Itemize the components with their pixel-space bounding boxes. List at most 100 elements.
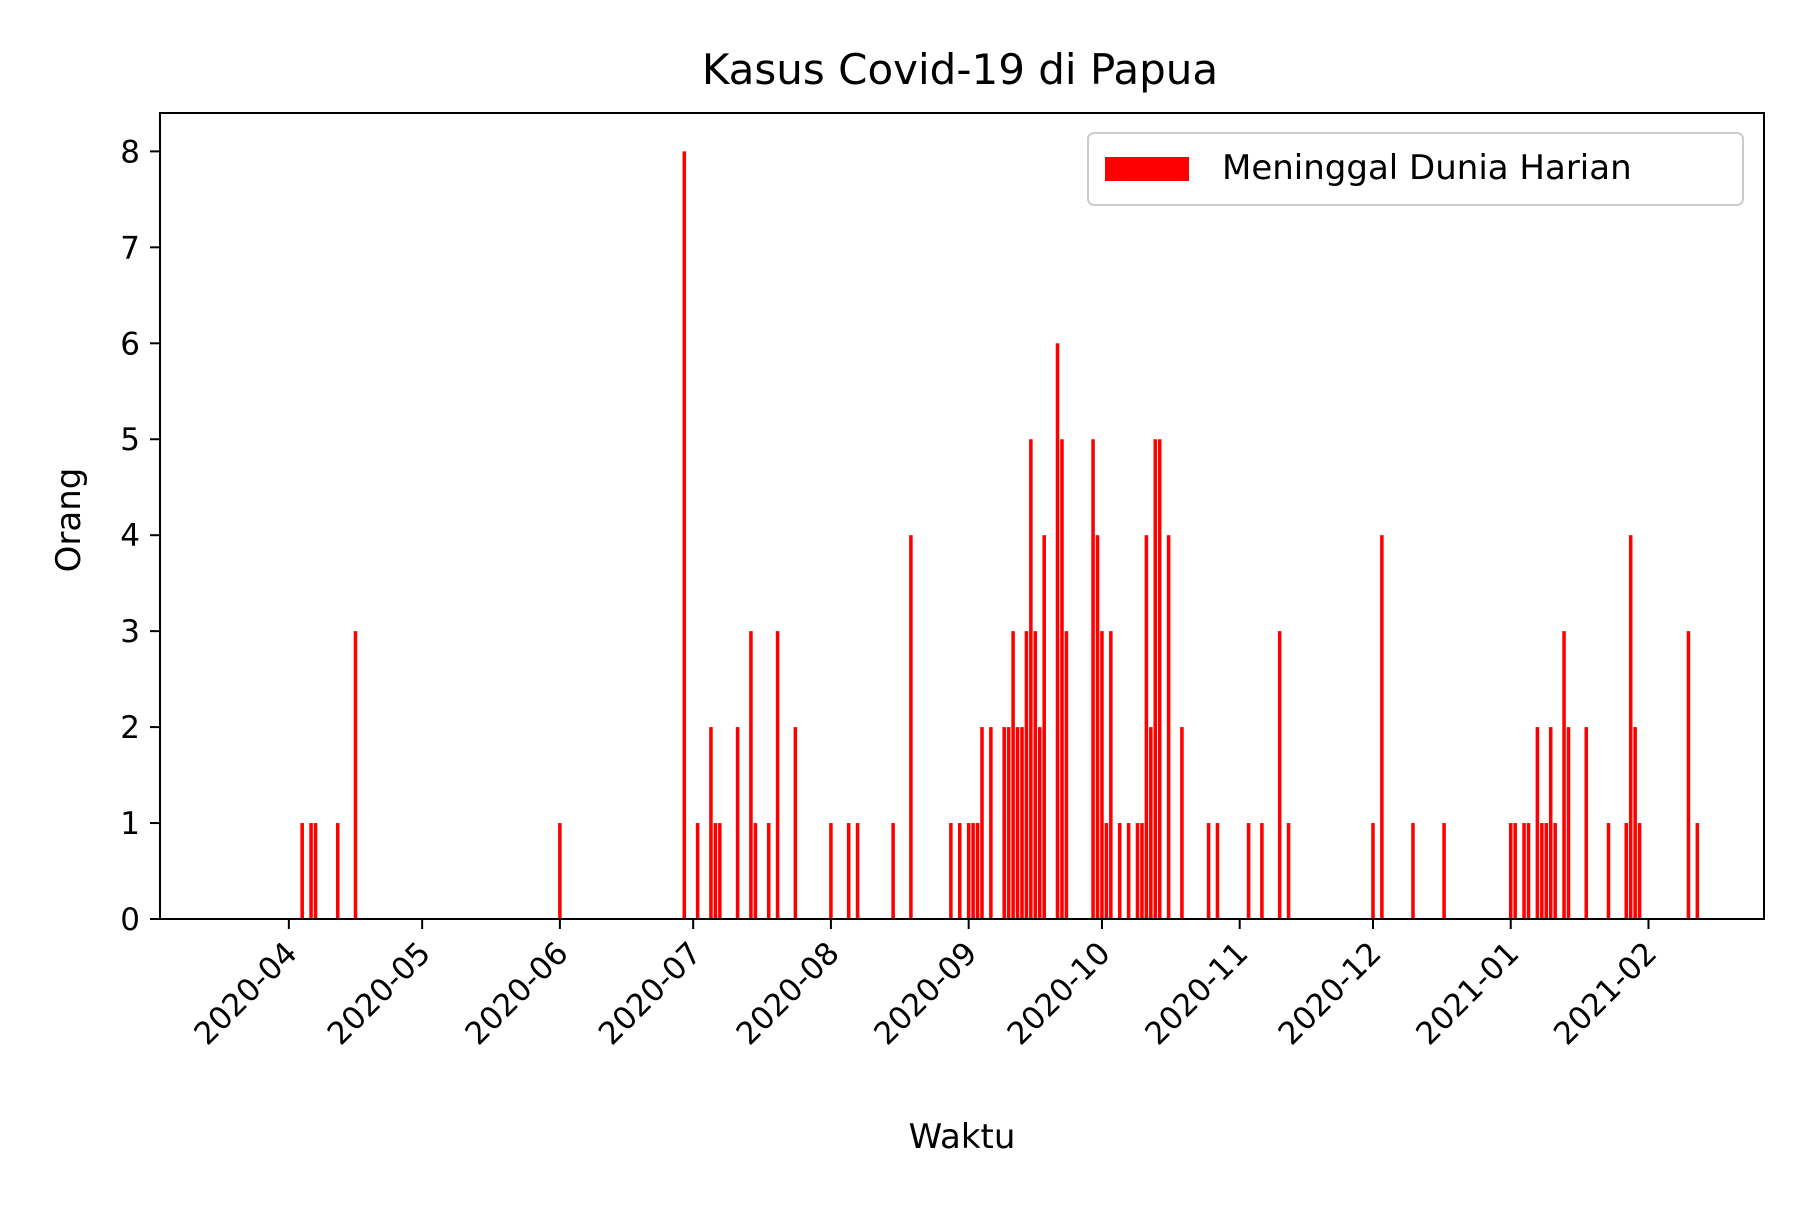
bar <box>1149 727 1153 919</box>
bar <box>1020 727 1024 919</box>
bar <box>1091 439 1095 919</box>
bar <box>1126 823 1131 919</box>
bar <box>709 727 713 919</box>
y-tick-label: 4 <box>120 518 140 554</box>
bar <box>1011 631 1015 919</box>
bar <box>753 823 758 919</box>
x-tick-label: 2020-04 <box>187 935 304 1052</box>
bar <box>1686 631 1691 919</box>
bar <box>975 823 980 919</box>
y-axis: 0 1 2 3 4 5 6 7 8 <box>120 134 160 938</box>
bar <box>1442 823 1446 919</box>
bar <box>766 823 771 919</box>
y-tick-label: 0 <box>120 902 140 938</box>
bar <box>1513 823 1517 919</box>
bar <box>846 823 851 919</box>
x-tick-label: 2020-08 <box>730 935 847 1052</box>
bar <box>1135 823 1140 919</box>
y-tick-label: 5 <box>120 422 140 458</box>
x-tick-label: 2020-07 <box>592 935 709 1052</box>
x-tick-label: 2020-11 <box>1138 935 1255 1052</box>
bar <box>695 823 700 919</box>
bar <box>909 535 913 919</box>
bar <box>1633 727 1637 919</box>
bar-group <box>300 151 1700 919</box>
bar <box>1064 631 1069 919</box>
bar <box>1544 823 1549 919</box>
bar <box>1206 823 1211 919</box>
bar <box>749 631 753 919</box>
bar <box>1695 823 1700 919</box>
y-axis-label: Orang <box>49 468 89 573</box>
bar <box>958 823 962 919</box>
bar <box>1029 439 1033 919</box>
y-tick-label: 3 <box>120 614 140 650</box>
legend-box <box>1087 132 1744 206</box>
bar <box>1260 823 1264 919</box>
bar <box>966 823 971 919</box>
x-tick-label: 2021-01 <box>1409 935 1526 1052</box>
chart-title: Kasus Covid-19 di Papua <box>702 45 1218 94</box>
bar <box>989 727 993 919</box>
bar <box>735 727 740 919</box>
bar <box>1526 823 1531 919</box>
bar <box>1144 535 1149 919</box>
bar <box>1548 727 1553 919</box>
bar <box>1157 439 1162 919</box>
bar <box>980 727 984 919</box>
bar <box>1042 535 1046 919</box>
y-tick-label: 7 <box>120 230 140 266</box>
y-tick-label: 8 <box>120 134 140 170</box>
bar <box>1055 343 1060 919</box>
bar <box>335 823 340 919</box>
x-tick-label: 2020-09 <box>867 935 984 1052</box>
bar <box>558 823 562 919</box>
y-tick-label: 2 <box>120 710 140 746</box>
bar <box>682 151 687 919</box>
bar <box>353 631 358 919</box>
plot-frame <box>159 112 1765 920</box>
bar <box>713 823 718 919</box>
bar <box>971 823 975 919</box>
bar <box>1286 823 1291 919</box>
bar <box>1553 823 1557 919</box>
bar <box>313 823 318 919</box>
bar <box>1584 727 1589 919</box>
bar <box>891 823 895 919</box>
bar <box>829 823 833 919</box>
x-tick-label: 2020-06 <box>458 935 575 1052</box>
bar <box>1277 631 1282 919</box>
x-axis-label: Waktu <box>909 1117 1016 1157</box>
bar <box>718 823 722 919</box>
bar <box>1371 823 1375 919</box>
bar <box>1562 631 1566 919</box>
bar <box>1566 727 1571 919</box>
bar <box>309 823 313 919</box>
bar <box>1540 823 1544 919</box>
bar <box>1628 535 1633 919</box>
bar <box>1104 823 1109 919</box>
bar <box>1246 823 1251 919</box>
y-tick-label: 1 <box>120 806 140 842</box>
bar <box>1535 727 1540 919</box>
bar <box>1140 823 1144 919</box>
bar <box>1109 631 1113 919</box>
x-tick-label: 2020-10 <box>1001 935 1118 1052</box>
y-tick-label: 6 <box>120 326 140 362</box>
x-tick-label: 2020-05 <box>321 935 438 1052</box>
bar <box>1095 535 1100 919</box>
bar <box>1060 439 1064 919</box>
bar <box>1006 727 1011 919</box>
x-axis: 2020-04 2020-05 2020-06 2020-07 2020-08 2020-… <box>187 919 1664 1052</box>
bar <box>1508 823 1513 919</box>
bar <box>775 631 780 919</box>
bar <box>1624 823 1629 919</box>
legend: Meninggal Dunia Harian <box>1087 132 1744 206</box>
bar <box>1153 439 1158 919</box>
x-tick-label: 2021-02 <box>1547 935 1664 1052</box>
bar <box>1606 823 1611 919</box>
bar <box>949 823 953 919</box>
x-tick-label: 2020-12 <box>1272 935 1389 1052</box>
